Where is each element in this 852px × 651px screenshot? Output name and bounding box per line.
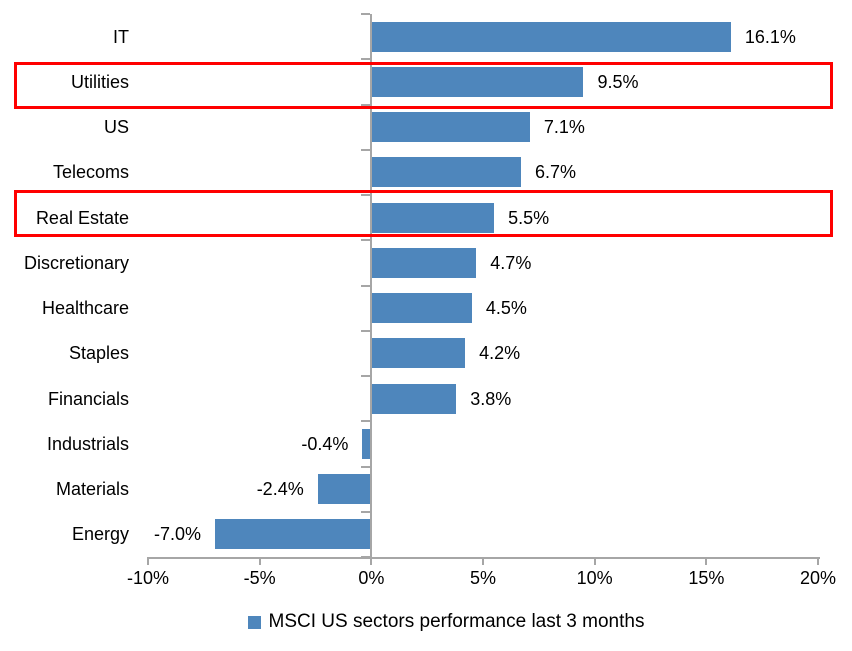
value-axis-tick: [370, 557, 373, 565]
value-label-telecoms: 6.7%: [534, 162, 576, 183]
value-label-us: 7.1%: [543, 117, 585, 138]
category-label-energy: Energy: [71, 524, 129, 545]
value-axis-tick-label: 5%: [469, 568, 496, 588]
category-label-financials: Financials: [47, 388, 129, 409]
value-label-utilities: 9.5%: [597, 71, 639, 92]
value-axis-tick-label: -5%: [243, 568, 276, 588]
category-label-telecoms: Telecoms: [52, 162, 129, 183]
value-label-healthcare: 4.5%: [485, 298, 527, 319]
value-axis-tick: [147, 557, 149, 565]
bar-staples: [371, 338, 466, 369]
value-axis-tick-label: 10%: [576, 568, 613, 588]
legend: MSCI US sectors performance last 3 month…: [0, 608, 852, 636]
highlight-box-utilities: [14, 62, 833, 109]
value-axis-tick-label: 20%: [799, 568, 837, 588]
category-axis-tick: [361, 329, 371, 332]
legend-swatch-icon: [247, 615, 261, 629]
value-axis-tick-label: 15%: [688, 568, 725, 588]
value-axis-tick: [482, 557, 484, 565]
value-axis-tick-label: -10%: [126, 568, 170, 588]
bar-us: [371, 112, 530, 143]
category-label-staples: Staples: [68, 343, 129, 364]
category-axis-tick: [361, 284, 371, 287]
legend-label: MSCI US sectors performance last 3 month…: [268, 611, 645, 632]
bar-telecoms: [371, 157, 521, 188]
category-axis-tick: [361, 239, 371, 242]
bar-healthcare: [371, 293, 472, 324]
category-axis-tick: [361, 510, 371, 513]
category-label-utilities: Utilities: [70, 71, 129, 92]
bar-discretionary: [371, 247, 477, 278]
value-label-industrials: -0.4%: [301, 433, 349, 454]
category-label-materials: Materials: [55, 479, 129, 500]
category-axis-tick: [361, 148, 371, 151]
bar-industrials: [362, 428, 372, 459]
category-label-healthcare: Healthcare: [41, 298, 129, 319]
value-label-financials: 3.8%: [470, 388, 512, 409]
value-axis-tick: [705, 557, 708, 565]
category-label-us: US: [103, 117, 129, 138]
category-axis-tick: [361, 58, 371, 61]
value-axis-line: [148, 557, 820, 559]
value-axis-tick: [593, 557, 596, 565]
category-label-it: IT: [113, 26, 129, 47]
bar-financials: [371, 383, 457, 414]
category-axis-tick: [361, 465, 371, 468]
category-axis-tick: [361, 194, 371, 196]
bar-it: [371, 21, 731, 52]
value-label-discretionary: 4.7%: [490, 252, 532, 273]
bar-materials: [317, 474, 372, 505]
bar-energy: [215, 519, 372, 550]
value-axis-tick: [817, 557, 819, 565]
category-axis-line: [370, 14, 373, 557]
value-axis-tick-label: 0%: [358, 568, 385, 588]
value-label-real-estate: 5.5%: [508, 207, 550, 228]
category-axis-tick: [361, 420, 371, 423]
category-axis-tick: [361, 103, 371, 106]
value-label-energy: -7.0%: [153, 524, 201, 545]
category-axis-tick: [361, 13, 371, 15]
category-axis-tick: [361, 375, 371, 377]
category-label-discretionary: Discretionary: [23, 252, 129, 273]
category-label-industrials: Industrials: [46, 433, 129, 454]
bar-utilities: [371, 66, 584, 97]
value-axis-tick: [258, 557, 261, 565]
category-label-real-estate: Real Estate: [35, 207, 129, 228]
value-label-staples: 4.2%: [479, 343, 521, 364]
value-label-it: 16.1%: [744, 26, 796, 47]
bar-real-estate: [371, 202, 495, 233]
value-label-materials: -2.4%: [256, 479, 304, 500]
highlight-box-real-estate: [14, 190, 833, 237]
